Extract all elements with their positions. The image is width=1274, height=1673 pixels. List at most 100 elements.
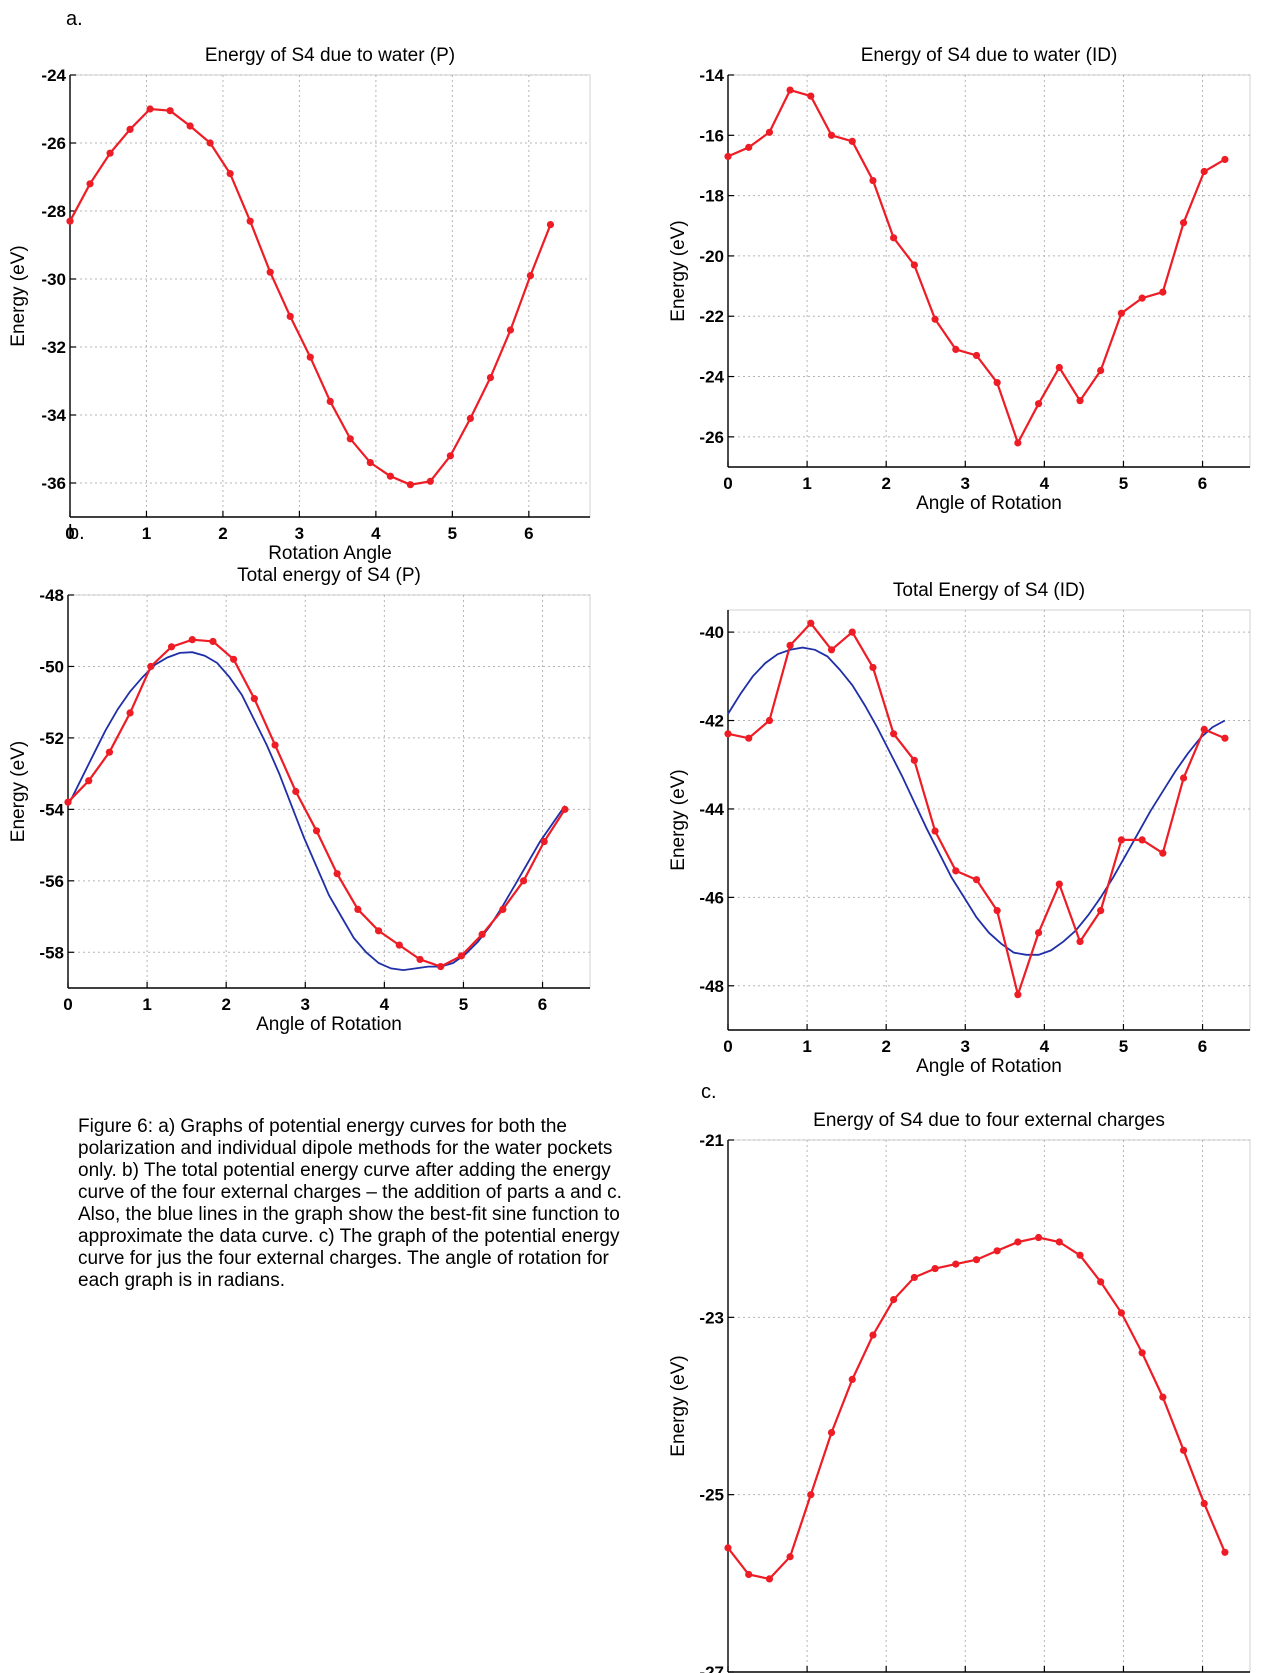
panel-label-b: b. [68, 522, 85, 544]
x-tick-label: 0 [723, 1037, 732, 1056]
data-point [765, 1575, 774, 1583]
data-point [286, 312, 294, 320]
y-tick-label: -50 [39, 657, 64, 676]
data-point [306, 353, 314, 361]
data-point [416, 955, 424, 964]
y-tick-label: -26 [41, 134, 66, 153]
x-tick-label: 5 [448, 524, 457, 543]
x-tick-label: 6 [524, 524, 533, 543]
y-tick-label: -27 [699, 1663, 724, 1673]
chart-water-p: 0 1 2 3 4 5 6 -24 -26 -28 -30 -32 -34 -36 Energy of S4… [0, 40, 591, 564]
y-tick-label: -16 [699, 126, 724, 145]
x-tick-label: 2 [218, 524, 227, 543]
data-point [146, 105, 154, 113]
y-tick-label: -24 [699, 368, 724, 387]
data-point [561, 805, 569, 813]
y-tick-label: -48 [39, 586, 64, 605]
data-point [85, 777, 93, 785]
data-point [745, 1570, 753, 1579]
chart-total-p: 0 1 2 3 4 5 6 -48 -50 -52 -54 -56 -58 Total energy of… [0, 560, 591, 1060]
data-point [848, 1375, 856, 1383]
data-point [106, 149, 114, 157]
chart-title: Energy of S4 due to water (P) [205, 45, 455, 66]
x-tick-label: 6 [538, 995, 547, 1014]
data-point [952, 345, 960, 353]
data-point [437, 962, 445, 971]
data-point [167, 643, 176, 651]
x-axis-label: Rotation Angle [268, 543, 392, 564]
data-point [1014, 439, 1022, 447]
y-tick-label: -40 [699, 623, 724, 642]
data-point [126, 709, 134, 717]
data-point [1076, 1251, 1084, 1259]
panel-label-c: c. [701, 1081, 717, 1103]
data-point [1221, 1548, 1229, 1556]
y-tick-label: -20 [699, 247, 724, 266]
data-point [890, 1296, 898, 1304]
data-point [457, 952, 465, 960]
data-point [827, 131, 836, 139]
y-axis-label: Energy (eV) [668, 1355, 689, 1456]
y-tick-label: -32 [41, 338, 66, 357]
x-axis-label: Angle of Rotation [256, 1014, 402, 1035]
data-point [1200, 725, 1208, 733]
y-tick-label: -54 [39, 800, 64, 819]
chart-total-id: 0 1 2 3 4 5 6 -40 -42 -44 -46 -48 Total Energy of S4… [660, 560, 1260, 1077]
data-point [446, 452, 454, 460]
x-tick-label: 0 [63, 995, 72, 1014]
data-point [931, 827, 939, 835]
data-point [786, 641, 794, 649]
y-tick-label: -58 [39, 943, 64, 962]
chart-svg: 0 1 2 3 4 5 6 -14 -16 -18 -20 -22 -24 -26 Energy of S4… [668, 45, 1251, 514]
y-axis-label: Energy (eV) [8, 245, 29, 346]
data-point [426, 477, 434, 485]
data-point [993, 378, 1001, 387]
data-point [1076, 937, 1084, 946]
chart-title: Energy of S4 due to water (ID) [861, 45, 1118, 66]
fit-line [727, 646, 1226, 956]
x-tick-label: 2 [881, 474, 890, 493]
data-point [374, 927, 383, 935]
data-point [786, 86, 794, 94]
y-tick-label: -56 [39, 872, 64, 891]
data-line [69, 107, 552, 486]
plot-frame [69, 74, 591, 518]
y-tick-label: -22 [699, 307, 724, 326]
data-point [1055, 1238, 1063, 1246]
y-tick-label: -42 [699, 712, 724, 731]
data-point [1014, 1238, 1022, 1246]
data-point [952, 1260, 960, 1268]
data-point [890, 730, 898, 738]
data-point [807, 92, 815, 100]
data-point [910, 261, 918, 269]
data-point [1179, 219, 1188, 227]
data-line [67, 638, 566, 968]
data-point [1221, 734, 1229, 742]
data-point [209, 637, 217, 646]
data-point [105, 748, 114, 756]
y-tick-label: -52 [39, 729, 64, 748]
data-point [499, 905, 507, 913]
x-tick-label: 1 [142, 995, 151, 1014]
data-point [827, 1429, 836, 1437]
chart-svg: 0 1 2 3 4 5 6 -24 -26 -28 -30 -32 -34 -36 Energy of S4… [8, 45, 591, 564]
y-tick-label: -34 [41, 406, 66, 425]
data-line [727, 621, 1226, 999]
y-tick-label: -14 [699, 66, 724, 85]
data-point [126, 125, 134, 133]
data-point [366, 459, 374, 467]
data-point [765, 128, 774, 136]
data-point [1014, 991, 1022, 999]
data-point [188, 636, 196, 644]
data-point [724, 152, 732, 161]
chart-title: Total Energy of S4 (ID) [893, 580, 1085, 601]
data-point [250, 695, 258, 703]
data-point [1159, 288, 1167, 296]
data-point [972, 1256, 981, 1264]
data-point [540, 837, 548, 846]
data-point [952, 867, 960, 875]
x-tick-label: 5 [1119, 474, 1128, 493]
data-point [848, 628, 856, 636]
plot-frame [67, 594, 591, 989]
data-point [1179, 774, 1188, 782]
